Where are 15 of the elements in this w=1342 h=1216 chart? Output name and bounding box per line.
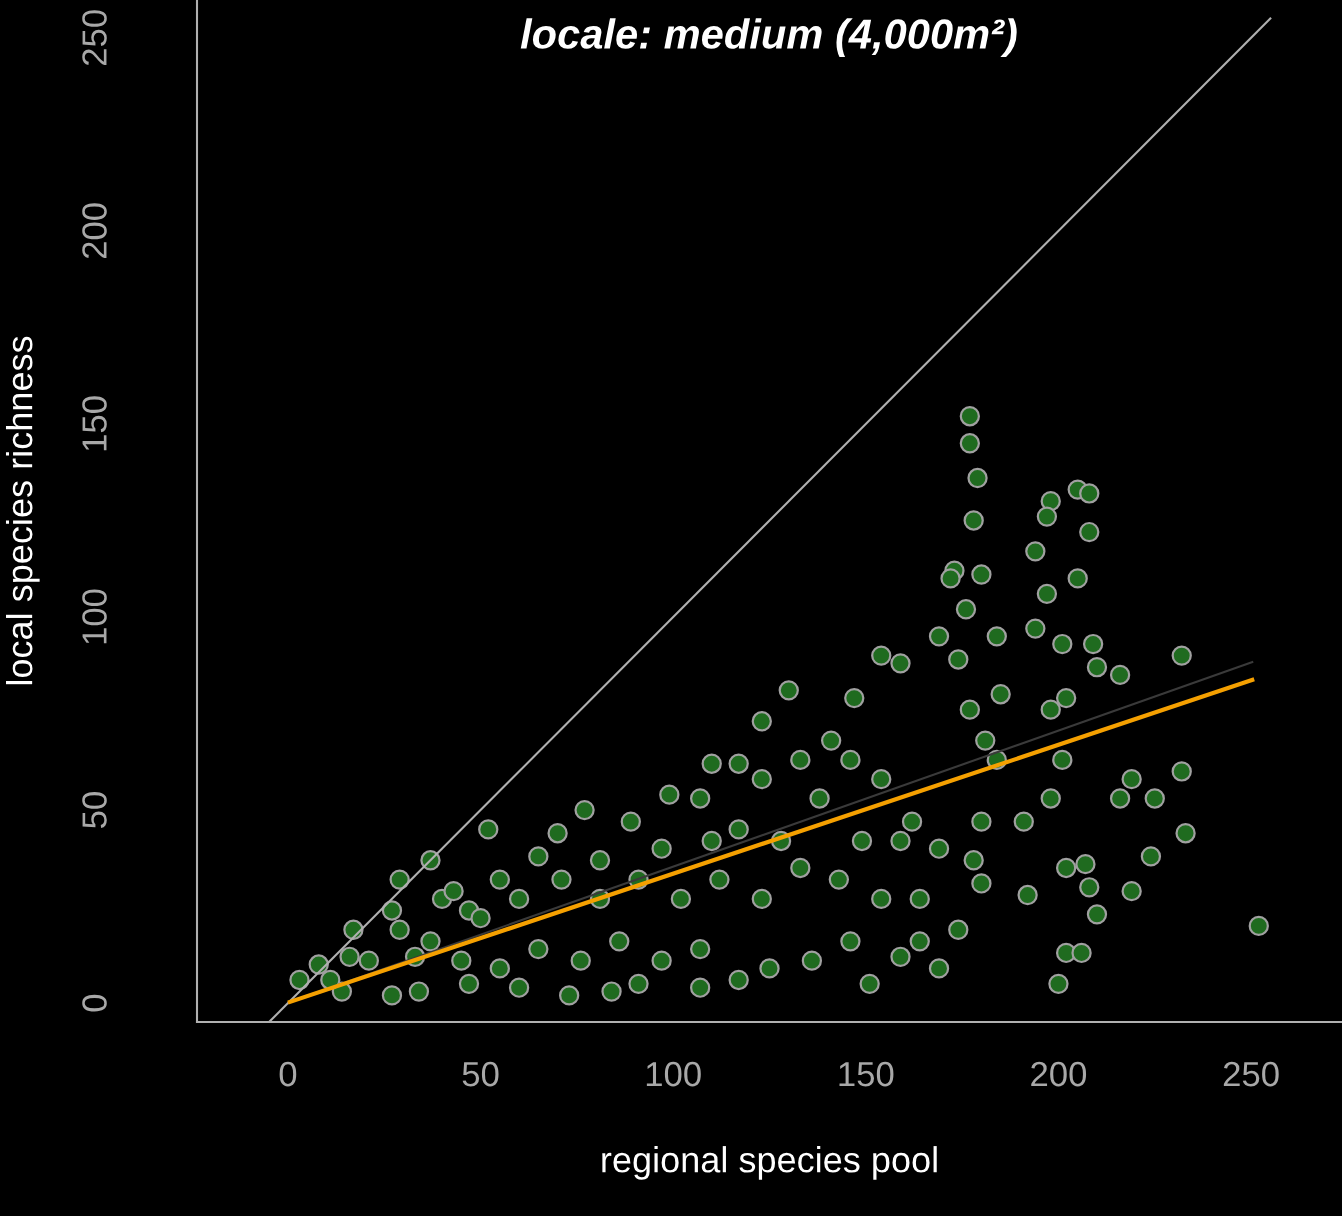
x-tick-label: 200 <box>1031 1061 1087 1087</box>
chart-title: locale: medium (4,000m²) <box>520 18 1017 58</box>
y-tick-label: 200 <box>82 203 107 259</box>
y-tick-label: 100 <box>82 589 107 644</box>
x-tick-label: 0 <box>279 1061 297 1087</box>
x-tick-label: 250 <box>1223 1061 1279 1087</box>
x-tick-label: 50 <box>462 1061 499 1087</box>
y-axis-title: local species richness <box>5 336 40 685</box>
x-axis-title: regional species pool <box>602 1146 937 1180</box>
x-tick-label: 150 <box>839 1061 894 1087</box>
y-tick-label: 0 <box>82 994 107 1012</box>
x-tick-label: 100 <box>646 1061 701 1087</box>
y-tick-label: 250 <box>82 10 107 66</box>
y-tick-label: 50 <box>82 792 107 828</box>
y-tick-label: 150 <box>82 396 107 451</box>
